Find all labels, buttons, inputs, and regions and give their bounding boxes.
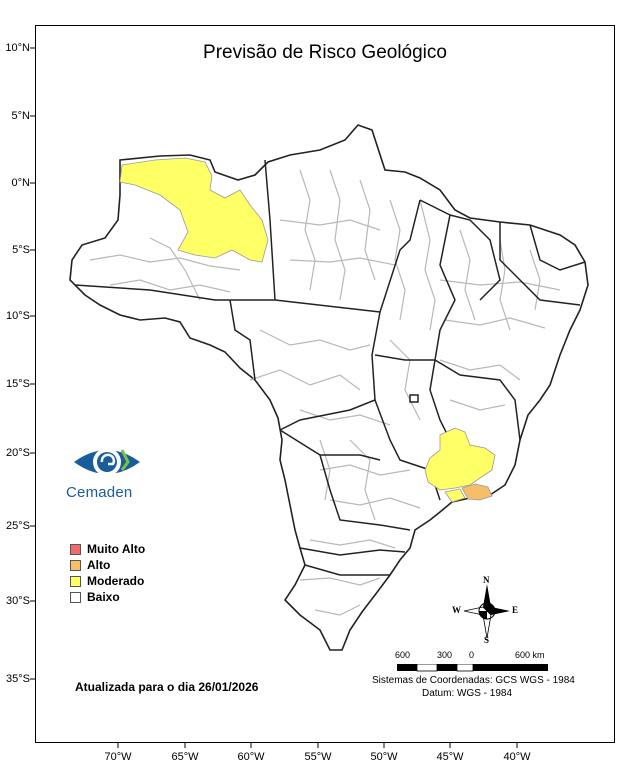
lon-tick-label: 45°W xyxy=(436,751,464,763)
eye-logo-icon xyxy=(74,448,140,476)
lon-tick-label: 60°W xyxy=(237,751,265,763)
region-moderado-minas xyxy=(424,427,496,491)
map-title: Previsão de Risco Geológico xyxy=(203,42,447,63)
lon-tick-label: 50°W xyxy=(370,751,398,763)
swatch-baixo xyxy=(70,591,81,603)
municipal-borders xyxy=(89,169,561,616)
frame-ticks xyxy=(30,47,518,748)
lon-tick-label: 65°W xyxy=(171,751,199,763)
lat-tick-label: 5°N xyxy=(11,110,30,122)
compass-e: E xyxy=(512,605,519,615)
compass-icon xyxy=(463,584,510,639)
brazil-outline xyxy=(69,124,589,651)
region-moderado-rio xyxy=(444,488,466,503)
legend-label: Moderado xyxy=(87,574,145,588)
coordinate-system: Sistemas de Coordenadas: GCS WGS - 1984 xyxy=(372,675,575,686)
legend-item-baixo: Baixo xyxy=(70,589,145,605)
region-alto-rio xyxy=(461,483,493,501)
logo-text: Cemaden xyxy=(66,484,133,501)
compass-w: W xyxy=(452,605,461,615)
compass-rose: N S W E xyxy=(452,575,522,645)
scale-label: 0 xyxy=(469,650,475,660)
legend-label: Muito Alto xyxy=(87,542,146,556)
lat-tick-label: 10°S xyxy=(6,310,30,322)
swatch-alto xyxy=(70,559,81,571)
lat-tick-label: 35°S xyxy=(6,673,30,685)
swatch-moderado xyxy=(70,575,81,587)
legend: Muito Alto Alto Moderado Baixo xyxy=(70,541,145,605)
scale-bar: 600 300 0 600 km xyxy=(395,650,555,674)
region-moderado-amazonas xyxy=(119,157,269,263)
scale-label: 300 xyxy=(437,650,453,660)
lat-tick-label: 15°S xyxy=(6,378,30,390)
legend-item-muito-alto: Muito Alto xyxy=(70,541,145,557)
lon-tick-label: 55°W xyxy=(304,751,332,763)
scale-graphic xyxy=(397,664,548,672)
lon-tick-label: 70°W xyxy=(104,751,132,763)
swatch-muito-alto xyxy=(70,543,81,555)
lat-tick-label: 30°S xyxy=(6,595,30,607)
updated-date: Atualizada para o dia 26/01/2026 xyxy=(75,680,259,694)
scale-label: 600 xyxy=(395,650,411,660)
lat-tick-label: 5°S xyxy=(12,244,30,256)
compass-n: N xyxy=(483,575,490,585)
legend-item-alto: Alto xyxy=(70,557,145,573)
legend-label: Baixo xyxy=(87,590,120,604)
legend-label: Alto xyxy=(87,558,111,572)
legend-item-moderado: Moderado xyxy=(70,573,145,589)
scale-label: 600 km xyxy=(515,650,545,660)
datum: Datum: WGS - 1984 xyxy=(422,688,513,699)
lat-tick-label: 0°N xyxy=(11,177,30,189)
lat-tick-label: 10°N xyxy=(5,42,30,54)
lat-tick-label: 20°S xyxy=(6,447,30,459)
state-borders xyxy=(74,159,586,576)
lon-tick-label: 40°W xyxy=(503,751,531,763)
compass-s: S xyxy=(484,635,490,645)
lat-tick-label: 25°S xyxy=(6,520,30,532)
